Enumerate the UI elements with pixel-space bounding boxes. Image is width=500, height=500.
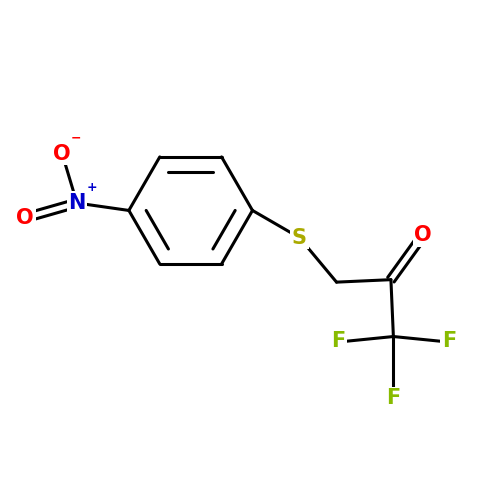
Text: +: + xyxy=(86,180,97,194)
Text: O: O xyxy=(414,225,432,245)
Text: S: S xyxy=(292,228,307,248)
Text: F: F xyxy=(331,332,345,351)
Text: O: O xyxy=(16,208,34,228)
Text: O: O xyxy=(54,144,71,164)
Text: N: N xyxy=(68,193,86,213)
Text: F: F xyxy=(442,332,456,351)
Text: −: − xyxy=(70,132,81,144)
Text: F: F xyxy=(386,388,400,408)
